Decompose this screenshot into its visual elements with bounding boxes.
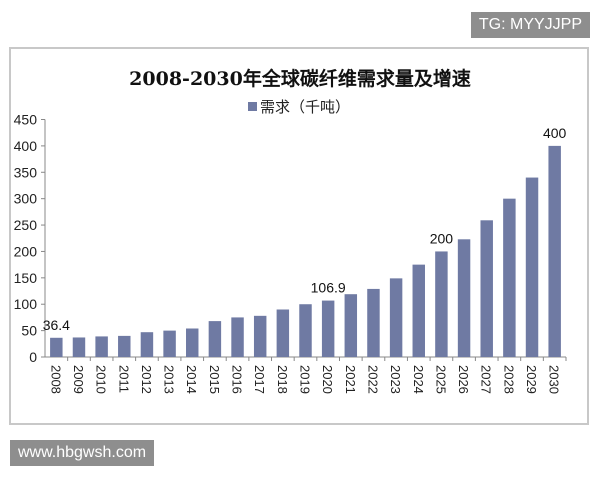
x-tick-label: 2014 xyxy=(184,365,199,394)
bar-2014 xyxy=(186,328,199,357)
y-tick-label: 400 xyxy=(14,138,38,154)
watermark-bottom: www.hbgwsh.com xyxy=(10,440,155,466)
y-tick-label: 50 xyxy=(21,323,37,339)
watermark-top: TG: MYYJJPP xyxy=(470,12,590,38)
bar-2023 xyxy=(389,278,403,357)
bar-2026 xyxy=(457,239,471,357)
x-tick-label: 2013 xyxy=(162,365,177,394)
bar-2010 xyxy=(95,336,108,357)
legend-label: 需求（千吨） xyxy=(260,99,351,116)
bar-2028 xyxy=(503,198,516,357)
x-tick-label: 2024 xyxy=(411,365,426,394)
x-tick-label: 2027 xyxy=(479,365,494,394)
x-tick-label: 2018 xyxy=(275,365,290,394)
data-label-2020: 106.9 xyxy=(311,280,346,296)
bar-2015 xyxy=(208,321,222,357)
x-tick-label: 2017 xyxy=(252,365,267,394)
y-tick-label: 200 xyxy=(14,243,38,259)
bar-2030 xyxy=(548,145,561,357)
x-tick-label: 2026 xyxy=(456,365,471,394)
x-tick-label: 2020 xyxy=(320,365,335,394)
y-tick-label: 350 xyxy=(14,164,38,180)
x-tick-label: 2011 xyxy=(116,365,131,393)
bar-2013 xyxy=(163,330,176,357)
y-tick-label: 250 xyxy=(14,217,38,233)
x-tick-label: 2012 xyxy=(139,365,154,394)
data-label-2030: 400 xyxy=(543,125,567,141)
y-tick-label: 450 xyxy=(14,112,38,128)
bar-2027 xyxy=(480,220,493,357)
y-tick-label: 0 xyxy=(29,349,37,365)
bar-2011 xyxy=(118,335,131,357)
bar-2008 xyxy=(50,337,63,357)
x-tick-label: 2016 xyxy=(230,365,245,394)
bar-2021 xyxy=(344,294,358,357)
x-tick-label: 2021 xyxy=(343,365,358,394)
bar-2019 xyxy=(299,304,312,357)
x-tick-label: 2015 xyxy=(207,365,222,394)
y-tick-label: 100 xyxy=(14,296,38,312)
x-tick-label: 2029 xyxy=(524,365,539,394)
data-label-2025: 200 xyxy=(430,230,454,246)
bar-2016 xyxy=(231,317,244,357)
bar-2024 xyxy=(412,264,425,357)
chart-title: 2008-2030年全球碳纤维需求量及增速 xyxy=(129,68,471,90)
x-tick-label: 2008 xyxy=(48,365,63,394)
x-tick-label: 2019 xyxy=(298,365,313,394)
bar-2029 xyxy=(525,177,539,357)
legend-swatch xyxy=(248,102,257,111)
x-tick-label: 2010 xyxy=(94,365,109,394)
x-tick-label: 2009 xyxy=(71,365,86,394)
bar-2009 xyxy=(72,337,86,357)
data-label-2008: 36.4 xyxy=(43,317,70,333)
x-tick-label: 2025 xyxy=(433,365,448,394)
bar-2020 xyxy=(321,300,335,357)
bar-2025 xyxy=(435,251,448,357)
y-tick-label: 300 xyxy=(14,191,38,207)
bar-2022 xyxy=(367,288,380,357)
legend: 需求（千吨） xyxy=(248,96,350,117)
x-tick-label: 2030 xyxy=(547,365,562,394)
y-tick-label: 150 xyxy=(14,270,38,286)
bar-2018 xyxy=(276,309,290,357)
x-tick-label: 2022 xyxy=(365,365,380,394)
x-tick-label: 2028 xyxy=(501,365,516,394)
bar-2012 xyxy=(140,332,154,357)
bar-2017 xyxy=(253,315,267,357)
x-tick-label: 2023 xyxy=(388,365,403,394)
